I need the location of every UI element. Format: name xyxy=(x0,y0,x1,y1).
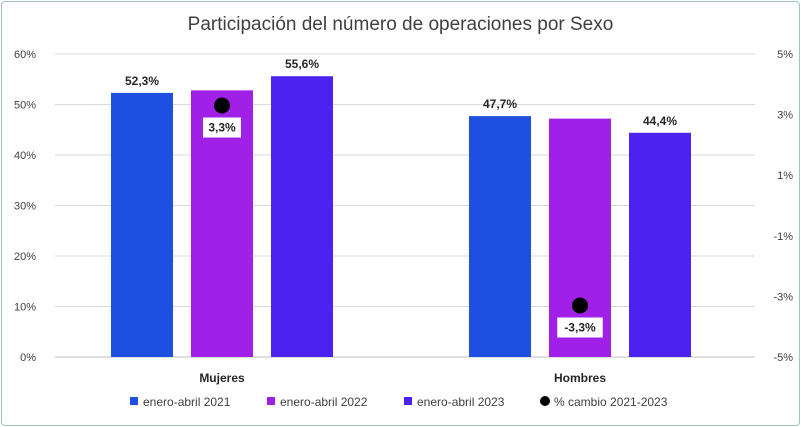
legend-label: enero-abril 2021 xyxy=(143,395,231,409)
legend-swatch xyxy=(130,397,138,405)
y2-tick-label: 1% xyxy=(777,170,793,182)
y-tick-label: 30% xyxy=(14,201,36,213)
data-label: 52,3% xyxy=(125,74,159,88)
category-label: Hombres xyxy=(554,371,606,385)
y-tick-label: 0% xyxy=(20,352,36,364)
y-tick-label: 40% xyxy=(14,150,36,162)
change-marker xyxy=(572,297,588,314)
bar xyxy=(271,76,333,357)
legend-swatch xyxy=(404,397,412,405)
legend-label: % cambio 2021-2023 xyxy=(554,395,668,409)
change-label: 3,3% xyxy=(208,121,236,135)
legend-label: enero-abril 2023 xyxy=(417,395,505,409)
y2-tick-label: -1% xyxy=(773,231,793,243)
chart-title: Participación del número de operaciones … xyxy=(187,14,614,35)
y-tick-label: 50% xyxy=(14,100,36,112)
category-label: Mujeres xyxy=(199,371,245,385)
y2-tick-label: -3% xyxy=(773,291,793,303)
bar xyxy=(549,118,611,357)
data-label: 44,4% xyxy=(643,114,677,128)
y-tick-label: 20% xyxy=(14,251,36,263)
y2-tick-label: 3% xyxy=(777,110,793,122)
data-label: 55,6% xyxy=(285,57,319,71)
legend-swatch xyxy=(267,397,275,405)
y2-tick-label: -5% xyxy=(773,352,793,364)
change-label-box xyxy=(557,317,603,338)
legend-marker xyxy=(540,396,550,406)
y2-tick-label: 5% xyxy=(777,49,793,61)
y-tick-label: 60% xyxy=(14,49,36,61)
bar xyxy=(629,132,691,357)
bar xyxy=(111,92,173,357)
change-label-box xyxy=(203,117,241,138)
change-marker xyxy=(214,97,230,114)
bar xyxy=(469,116,531,358)
legend-label: enero-abril 2022 xyxy=(280,395,368,409)
change-label: -3,3% xyxy=(564,320,596,334)
y-tick-label: 10% xyxy=(14,302,36,314)
data-label: 47,7% xyxy=(483,97,517,111)
